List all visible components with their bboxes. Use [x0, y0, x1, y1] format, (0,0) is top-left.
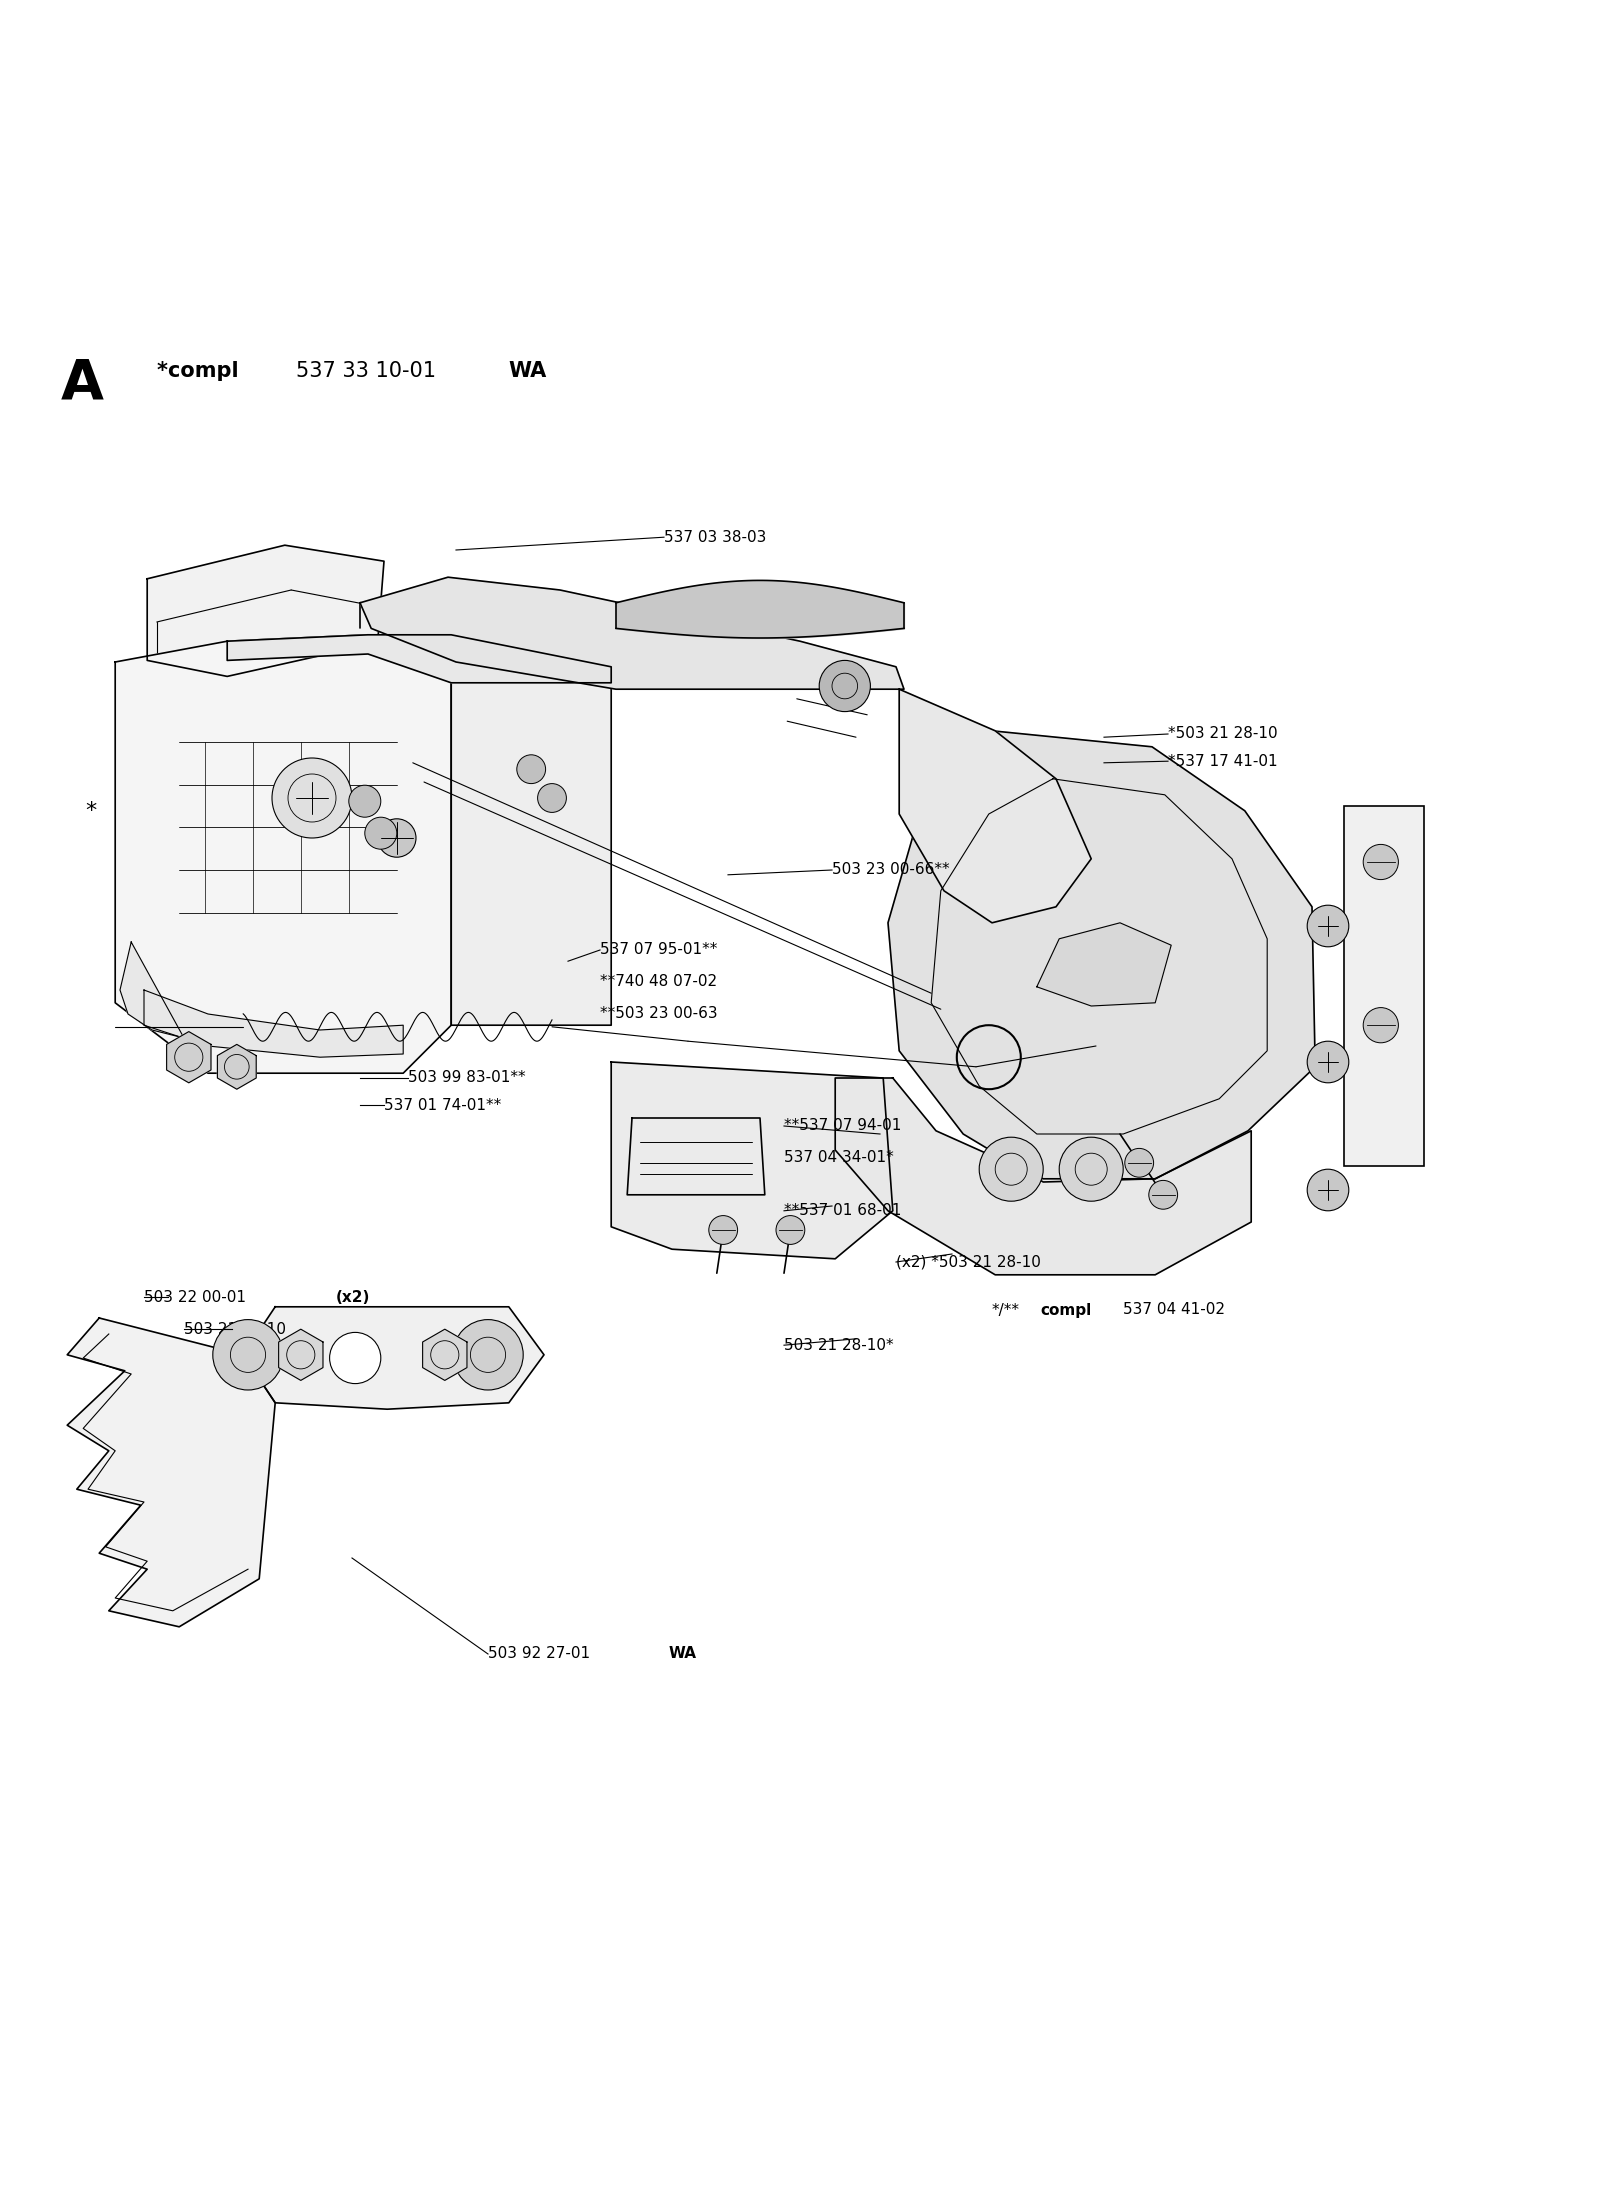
Polygon shape	[218, 1045, 256, 1089]
Circle shape	[365, 818, 397, 849]
Text: *537 17 41-01: *537 17 41-01	[1168, 754, 1278, 769]
Polygon shape	[227, 635, 611, 683]
Text: compl: compl	[1040, 1303, 1091, 1318]
Text: (x2) *503 21 28-10: (x2) *503 21 28-10	[896, 1254, 1042, 1270]
Circle shape	[819, 661, 870, 712]
Polygon shape	[611, 1062, 893, 1258]
Circle shape	[1363, 1007, 1398, 1042]
Circle shape	[272, 758, 352, 838]
Text: 537 01 74-01**: 537 01 74-01**	[384, 1098, 501, 1113]
Text: 503 23 00-66**: 503 23 00-66**	[832, 862, 950, 877]
Text: **740 48 07-02: **740 48 07-02	[600, 974, 717, 990]
Polygon shape	[888, 732, 1315, 1181]
Polygon shape	[166, 1031, 211, 1082]
Circle shape	[517, 754, 546, 785]
Polygon shape	[115, 635, 451, 1073]
Circle shape	[1307, 1168, 1349, 1210]
Circle shape	[1125, 1148, 1154, 1177]
Text: 537 03 38-03: 537 03 38-03	[664, 529, 766, 544]
Polygon shape	[278, 1329, 323, 1380]
Circle shape	[1307, 906, 1349, 948]
Polygon shape	[360, 577, 904, 690]
Circle shape	[538, 785, 566, 813]
Circle shape	[1363, 844, 1398, 879]
Text: *: *	[85, 800, 98, 820]
Polygon shape	[899, 690, 1091, 923]
Text: 537 33 10-01: 537 33 10-01	[296, 361, 443, 381]
Polygon shape	[1037, 923, 1171, 1005]
Text: 503 21 28-10: 503 21 28-10	[184, 1322, 286, 1336]
Circle shape	[776, 1217, 805, 1245]
Text: 503 92 27-01: 503 92 27-01	[488, 1646, 590, 1662]
Text: **537 01 68-01: **537 01 68-01	[784, 1203, 901, 1219]
Circle shape	[330, 1333, 381, 1384]
Circle shape	[709, 1217, 738, 1245]
Circle shape	[378, 820, 416, 857]
Polygon shape	[147, 544, 384, 677]
Circle shape	[213, 1320, 283, 1391]
Circle shape	[1059, 1137, 1123, 1201]
Polygon shape	[451, 635, 611, 1025]
Text: 537 04 34-01*: 537 04 34-01*	[784, 1150, 894, 1166]
Text: 503 22 00-01: 503 22 00-01	[144, 1289, 246, 1305]
Text: A: A	[61, 357, 104, 410]
Polygon shape	[144, 990, 403, 1058]
Circle shape	[1307, 1040, 1349, 1082]
Text: *503 21 28-10: *503 21 28-10	[1168, 727, 1278, 741]
Text: *compl: *compl	[157, 361, 246, 381]
Text: */**: */**	[992, 1303, 1021, 1318]
Polygon shape	[835, 1078, 1251, 1274]
Circle shape	[1149, 1181, 1178, 1210]
Polygon shape	[67, 1318, 275, 1627]
Text: WA: WA	[669, 1646, 698, 1662]
Text: 503 99 83-01**: 503 99 83-01**	[408, 1071, 526, 1087]
Circle shape	[453, 1320, 523, 1391]
Bar	[1344, 807, 1424, 1166]
Circle shape	[349, 785, 381, 818]
Text: WA: WA	[509, 361, 547, 381]
Circle shape	[979, 1137, 1043, 1201]
Polygon shape	[422, 1329, 467, 1380]
Text: 503 21 28-10*: 503 21 28-10*	[784, 1338, 894, 1353]
Polygon shape	[120, 941, 184, 1038]
Text: **503 23 00-63: **503 23 00-63	[600, 1007, 718, 1020]
Text: 537 04 41-02: 537 04 41-02	[1123, 1303, 1226, 1318]
Text: (x2): (x2)	[336, 1289, 370, 1305]
Polygon shape	[243, 1307, 544, 1408]
Text: 537 07 95-01**: 537 07 95-01**	[600, 943, 717, 957]
Text: **537 07 94-01: **537 07 94-01	[784, 1117, 901, 1133]
Polygon shape	[627, 1117, 765, 1195]
